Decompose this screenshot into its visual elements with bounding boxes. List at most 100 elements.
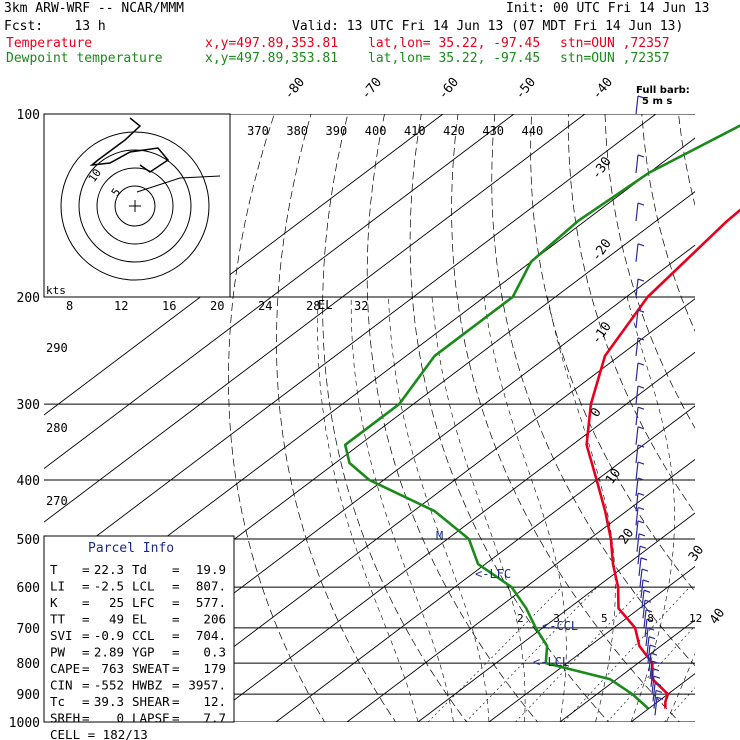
- isotherm-label-right: 20: [616, 526, 637, 547]
- wind-barb: [646, 636, 650, 655]
- parcel-value: 19.9: [196, 562, 226, 577]
- wind-barb: [637, 385, 645, 389]
- parcel-value: 577.: [196, 595, 226, 610]
- parcel-title: Parcel Info: [88, 541, 174, 556]
- isotherm-line: [417, 512, 695, 722]
- theta-label-left: 290: [46, 341, 68, 355]
- wind-barb: [655, 689, 663, 694]
- isotherm-label-top: -70: [359, 75, 386, 103]
- parcel-value: 206: [203, 612, 226, 627]
- wind-barb: [642, 600, 646, 619]
- parcel-eq: =: [172, 595, 180, 610]
- dry-adiabat: [228, 114, 326, 722]
- wind-barb: [654, 682, 662, 686]
- legend-dewpoint: Dewpoint temperature: [6, 51, 163, 66]
- parcel-value: 763: [101, 661, 124, 676]
- parcel-label: LFC: [132, 595, 155, 610]
- parcel-value: 12.: [203, 694, 226, 709]
- dry-adiabat: [491, 114, 695, 667]
- isotherm-line: [275, 405, 695, 722]
- pressure-label: 900: [17, 688, 40, 703]
- wind-barb: [635, 426, 639, 445]
- pressure-label: 700: [17, 622, 40, 637]
- wind-barb: [635, 461, 639, 481]
- isotherm-label-right: 40: [707, 606, 728, 627]
- parcel-eq: =: [82, 595, 90, 610]
- parcel-eq: =: [172, 579, 180, 594]
- parcel-eq: =: [172, 562, 180, 577]
- parcel-eq: =: [172, 628, 180, 643]
- hodograph-ring: [78, 149, 192, 263]
- moist-adiabat: [626, 296, 675, 722]
- wind-barb: [639, 545, 647, 549]
- wind-barb: [652, 683, 656, 702]
- wind-barb: [637, 202, 645, 206]
- theta-label: 370: [247, 124, 269, 138]
- wind-barb: [637, 492, 645, 496]
- wind-barb: [637, 337, 645, 341]
- mixing-ratio-label: 3: [553, 612, 560, 625]
- temperature-xy: x,y=497.89,353.81: [205, 36, 339, 51]
- moist-adiabat: [388, 296, 490, 722]
- parcel-label: LAPSE: [132, 711, 170, 726]
- level-annotation-lfc: <-LFC: [475, 567, 511, 581]
- parcel-label: LCL: [132, 579, 155, 594]
- theta-label: 430: [482, 124, 504, 138]
- parcel-label: SVI: [50, 628, 73, 643]
- theta-label: 420: [443, 124, 465, 138]
- temperature-latlon: lat,lon= 35.22, -97.45: [368, 36, 541, 51]
- wind-barb: [637, 444, 645, 448]
- pressure-label: 200: [17, 291, 40, 306]
- moist-adiabat: [350, 297, 454, 722]
- dry-adiabat: [567, 114, 695, 514]
- wind-barb: [643, 609, 647, 628]
- wind-barb: [651, 676, 655, 695]
- wind-barb: [635, 520, 639, 540]
- wind-barb: [646, 618, 654, 622]
- isotherm-label-right: 30: [686, 543, 707, 564]
- isotherm-line: [133, 298, 695, 722]
- wind-barb: [649, 644, 657, 648]
- wind-barb: [637, 95, 645, 99]
- pressure-label: 300: [17, 398, 40, 413]
- wind-barb: [635, 310, 639, 329]
- parcel-label: SREH: [50, 711, 80, 726]
- dewpoint-profile: [343, 124, 740, 710]
- pressure-label: 800: [17, 657, 40, 672]
- level-annotation-lcl: <-LCL: [533, 655, 569, 669]
- hodograph-trace: [136, 175, 221, 193]
- dry-adiabat: [322, 114, 468, 722]
- model-title: 3km ARW-WRF -- NCAR/MMM: [4, 1, 185, 16]
- pressure-label: 1000: [9, 716, 40, 731]
- wind-barb: [645, 609, 653, 613]
- theta-label: 400: [365, 124, 387, 138]
- speed-label: 32: [354, 299, 368, 313]
- theta-label: 410: [404, 124, 426, 138]
- isotherm-label-right: -10: [589, 319, 615, 347]
- parcel-label: TT: [50, 612, 66, 627]
- parcel-value: 2.89: [94, 645, 124, 660]
- wind-barb: [656, 696, 664, 700]
- speed-label: 8: [66, 299, 73, 313]
- wind-barb: [635, 386, 639, 405]
- dry-adiabat: [715, 114, 740, 735]
- wind-barb: [648, 636, 656, 640]
- isotherm-label-right: -30: [589, 154, 615, 182]
- init-time: Init: 00 UTC Fri 14 Jun 13: [506, 1, 710, 16]
- mixing-ratio-line: [465, 586, 598, 722]
- wind-barb: [637, 243, 645, 247]
- parcel-label: Td: [132, 562, 147, 577]
- parcel-value: 0: [116, 711, 124, 726]
- parcel-eq: =: [82, 628, 90, 643]
- wind-barb: [641, 568, 649, 572]
- theta-label: 380: [286, 124, 308, 138]
- el-annotation: EL: [318, 298, 332, 312]
- wind-barb: [635, 493, 639, 512]
- parcel-value: 7.7: [203, 711, 226, 726]
- parcel-box: [43, 535, 235, 723]
- wind-barb: [637, 309, 645, 313]
- dry-adiabat: [530, 114, 695, 592]
- parcel-value: 0.3: [203, 645, 226, 660]
- speed-label: 12: [114, 299, 128, 313]
- valid-time: Valid: 13 UTC Fri 14 Jun 13 (07 MDT Fri …: [292, 19, 684, 34]
